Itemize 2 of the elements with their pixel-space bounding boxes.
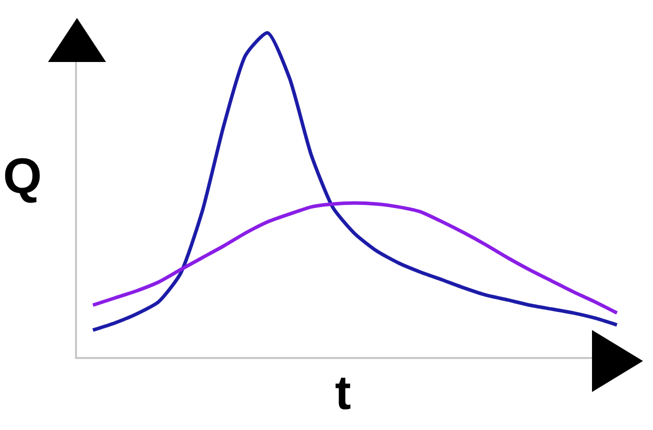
y-axis-title: Q — [3, 148, 42, 204]
x-axis-title: t — [335, 367, 351, 420]
